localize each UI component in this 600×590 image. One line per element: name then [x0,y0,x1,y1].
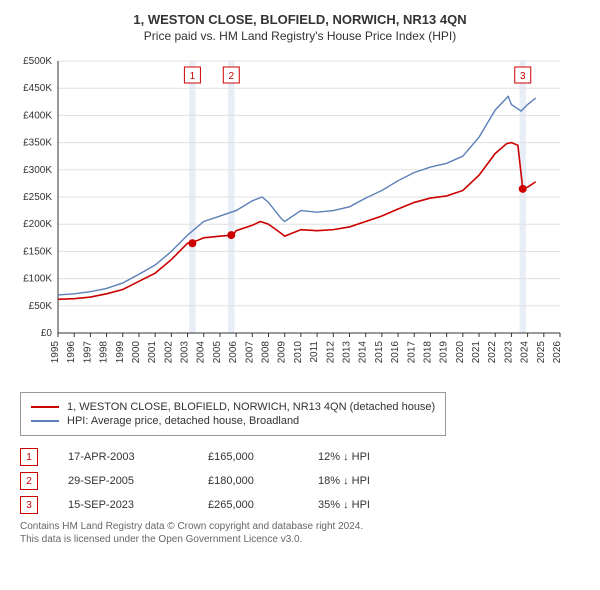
svg-text:2020: 2020 [455,341,466,364]
svg-text:2003: 2003 [180,341,191,364]
svg-text:1: 1 [190,71,196,82]
svg-text:2018: 2018 [422,341,433,364]
price-chart: £0 £50K £100K £150K £200K £250K £300K £350K £400… [10,51,570,381]
attribution-footer: Contains HM Land Registry data © Crown c… [20,520,590,546]
legend-label: HPI: Average price, detached house, Broa… [67,415,299,427]
marker-price: £265,000 [208,499,318,511]
svg-text:2010: 2010 [293,341,304,364]
chart-container: £0 £50K £100K £150K £200K £250K £300K £350K £400… [10,51,590,384]
svg-text:2021: 2021 [471,341,482,364]
svg-text:2019: 2019 [439,341,450,364]
footer-line: Contains HM Land Registry data © Crown c… [20,520,590,533]
svg-text:2006: 2006 [228,341,239,364]
marker-vs-hpi: 12% ↓ HPI [318,451,438,463]
legend-swatch [31,406,59,408]
marker-number-box: 1 [20,448,38,466]
svg-text:2011: 2011 [309,341,320,363]
legend: 1, WESTON CLOSE, BLOFIELD, NORWICH, NR13… [20,392,446,436]
svg-text:2023: 2023 [503,341,514,364]
marker-price: £180,000 [208,475,318,487]
svg-text:2024: 2024 [520,341,531,364]
svg-text:1996: 1996 [66,341,77,364]
svg-text:2: 2 [228,71,234,82]
marker-vs-hpi: 35% ↓ HPI [318,499,438,511]
svg-text:2022: 2022 [487,341,498,364]
svg-text:£450K: £450K [23,83,52,94]
sale-marker-row: 1 17-APR-2003£165,00012% ↓ HPI [20,448,590,466]
marker-price: £165,000 [208,451,318,463]
sale-marker-row: 2 29-SEP-2005£180,00018% ↓ HPI [20,472,590,490]
svg-text:2012: 2012 [325,341,336,364]
chart-title: 1, WESTON CLOSE, BLOFIELD, NORWICH, NR13… [10,12,590,27]
svg-text:£200K: £200K [23,219,52,230]
legend-swatch [31,420,59,422]
legend-label: 1, WESTON CLOSE, BLOFIELD, NORWICH, NR13… [67,401,435,413]
marker-date: 17-APR-2003 [68,451,208,463]
svg-text:2016: 2016 [390,341,401,364]
svg-text:£350K: £350K [23,138,52,149]
svg-text:£300K: £300K [23,165,52,176]
sale-markers-table: 1 17-APR-2003£165,00012% ↓ HPI 2 29-SEP-200… [20,448,590,514]
svg-text:2015: 2015 [374,341,385,364]
svg-text:£0: £0 [41,328,53,339]
footer-line: This data is licensed under the Open Gov… [20,533,590,546]
svg-text:£50K: £50K [29,301,53,312]
marker-date: 29-SEP-2005 [68,475,208,487]
svg-text:3: 3 [520,71,526,82]
svg-text:£150K: £150K [23,246,52,257]
svg-text:1999: 1999 [115,341,126,364]
svg-text:1995: 1995 [50,341,61,364]
svg-text:2014: 2014 [358,341,369,364]
marker-date: 15-SEP-2023 [68,499,208,511]
chart-subtitle: Price paid vs. HM Land Registry's House … [10,29,590,43]
svg-text:£250K: £250K [23,192,52,203]
svg-text:£400K: £400K [23,110,52,121]
svg-text:1998: 1998 [99,341,110,364]
svg-text:2001: 2001 [147,341,158,364]
legend-row: 1, WESTON CLOSE, BLOFIELD, NORWICH, NR13… [31,401,435,413]
svg-text:2007: 2007 [244,341,255,364]
marker-vs-hpi: 18% ↓ HPI [318,475,438,487]
svg-text:2009: 2009 [277,341,288,364]
svg-text:£500K: £500K [23,56,52,67]
svg-text:2002: 2002 [163,341,174,364]
svg-text:2017: 2017 [406,341,417,364]
legend-row: HPI: Average price, detached house, Broa… [31,415,435,427]
svg-text:2008: 2008 [261,341,272,364]
svg-text:2026: 2026 [552,341,563,364]
svg-text:2005: 2005 [212,341,223,364]
svg-text:2025: 2025 [536,341,547,364]
marker-number-box: 2 [20,472,38,490]
svg-text:2000: 2000 [131,341,142,364]
svg-text:2004: 2004 [196,341,207,364]
svg-text:2013: 2013 [341,341,352,364]
svg-text:£100K: £100K [23,274,52,285]
marker-number-box: 3 [20,496,38,514]
sale-marker-row: 3 15-SEP-2023£265,00035% ↓ HPI [20,496,590,514]
svg-text:1997: 1997 [82,341,93,364]
